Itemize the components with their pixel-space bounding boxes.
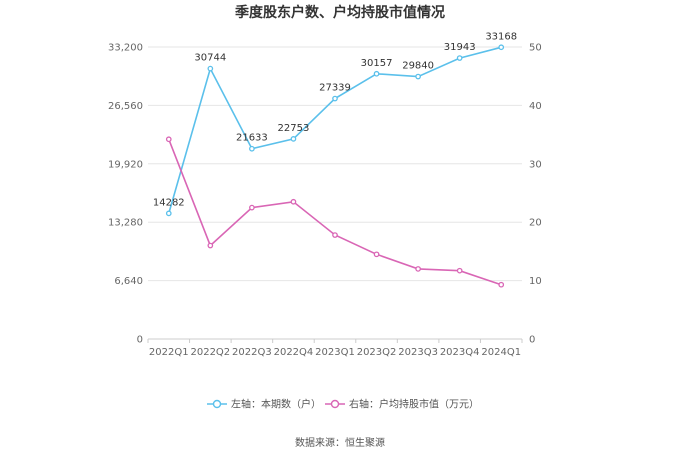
left-axis-ticks: 0 6,640 13,280 19,920 26,560 33,200 [108, 43, 143, 346]
series-2-point [456, 267, 463, 274]
data-label: 33168 [485, 31, 517, 42]
series-1-point [165, 210, 172, 217]
series-2-point [498, 281, 505, 288]
data-label: 21633 [236, 133, 268, 144]
series-2-point [207, 242, 214, 249]
left-tick-label: 33,200 [108, 43, 143, 54]
data-label: 14282 [153, 197, 185, 208]
data-label: 27339 [319, 83, 351, 94]
series-2-point [249, 204, 255, 211]
legend-label-1: 左轴：本期数（户） [231, 398, 321, 411]
x-tick-label: 2023Q4 [440, 347, 480, 358]
series-2-point [290, 198, 297, 205]
series-1-point [415, 73, 421, 80]
right-tick-label: 20 [529, 218, 542, 229]
gridlines [148, 46, 522, 282]
left-tick-label: 19,920 [108, 159, 143, 170]
series-1-point [332, 95, 338, 102]
series-2-point [165, 136, 172, 143]
data-label: 31943 [444, 42, 476, 53]
series-1-point [207, 65, 214, 72]
series-line-2 [168, 139, 502, 286]
series-2-point [415, 266, 421, 272]
right-axis-ticks: 0 10 20 30 40 50 [529, 43, 542, 346]
right-tick-label: 40 [529, 101, 542, 112]
source-note: 数据来源：恒生聚源 [295, 436, 385, 449]
data-label: 22753 [278, 123, 310, 134]
left-tick-label: 13,280 [108, 218, 143, 229]
x-tick-label: 2022Q2 [190, 347, 230, 358]
x-tick-label: 2023Q1 [315, 347, 355, 358]
left-tick-label: 0 [137, 335, 143, 346]
right-tick-label: 50 [529, 43, 542, 54]
series-2-point [373, 251, 380, 258]
legend-swatch-marker-2 [330, 399, 340, 409]
series-1-point [249, 145, 255, 152]
x-tick-label: 2022Q1 [149, 347, 189, 358]
series-layer: 14282 30744 21633 22753 27339 30157 29840 31943… [153, 31, 517, 288]
data-label: 30744 [194, 53, 226, 64]
x-tick-label: 2023Q3 [398, 347, 438, 358]
x-tick-label: 2022Q4 [274, 347, 314, 358]
right-tick-label: 10 [529, 276, 542, 287]
x-tick-label: 2022Q3 [232, 347, 272, 358]
legend: 左轴：本期数（户） 右轴：户均持股市值（万元） [207, 398, 479, 411]
legend-label-2: 右轴：户均持股市值（万元） [349, 398, 479, 411]
chart-title: 季度股东户数、户均持股市值情况 [234, 4, 445, 21]
series-line-1 [168, 46, 502, 214]
x-tick-label: 2023Q2 [357, 347, 397, 358]
series-1-point [290, 136, 297, 142]
data-label: 29840 [402, 61, 434, 72]
right-tick-label: 30 [529, 159, 542, 170]
left-tick-label: 6,640 [114, 276, 143, 287]
series-2-point [332, 232, 338, 238]
data-label: 30157 [361, 58, 393, 69]
legend-swatch-marker-1 [212, 399, 222, 409]
x-tick-label: 2024Q1 [481, 347, 521, 358]
left-tick-label: 26,560 [108, 101, 143, 112]
series-1-point [373, 70, 380, 77]
series-1-point [456, 55, 463, 61]
x-axis: 2022Q1 2022Q2 2022Q3 2022Q4 2023Q1 2023Q2 2023… [147, 338, 523, 358]
right-tick-label: 0 [529, 335, 535, 346]
series-1-point [498, 44, 505, 51]
